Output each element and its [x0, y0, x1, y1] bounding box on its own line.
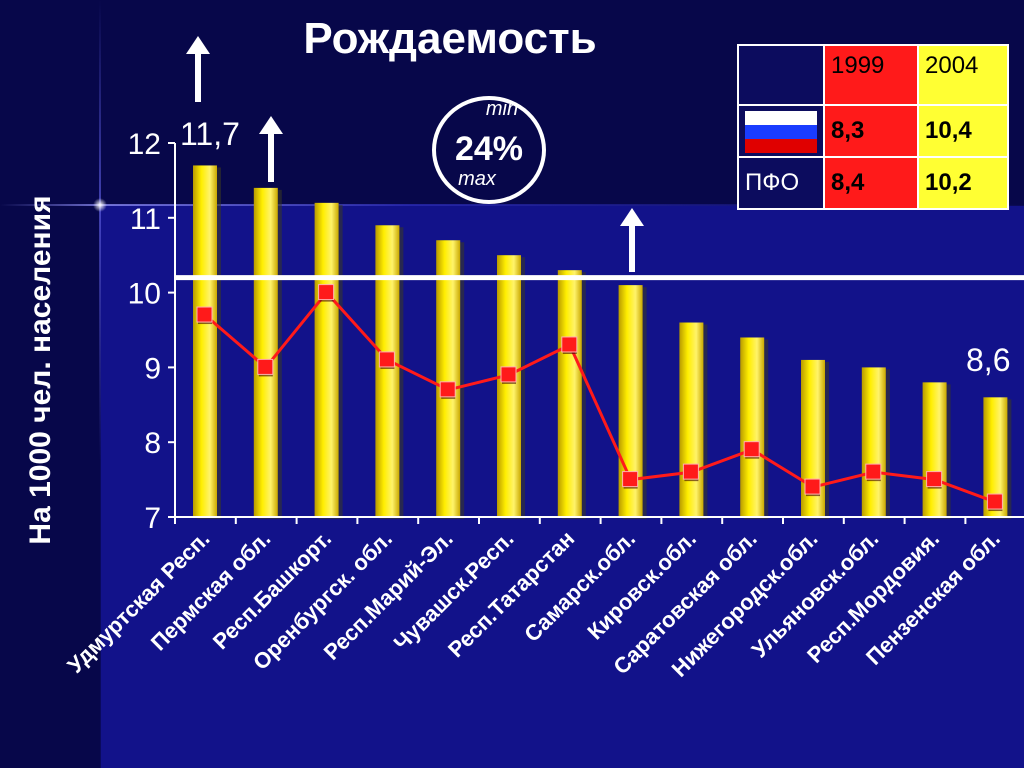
table-cell-2004: 10,4	[917, 104, 1009, 158]
sparkle-icon	[93, 198, 107, 212]
bar	[253, 187, 278, 517]
badge-max-label: max	[458, 168, 496, 190]
bar	[557, 270, 582, 517]
bar	[314, 202, 339, 517]
y-tick-label: 7	[144, 502, 161, 535]
y-tick-label: 9	[144, 352, 161, 385]
line-point	[500, 366, 517, 383]
bar	[193, 165, 217, 517]
line-point	[926, 471, 943, 488]
chart-title: Рождаемость	[303, 14, 597, 63]
y-tick-label: 8	[144, 427, 161, 460]
last-value-annotation: 8,6	[966, 342, 1011, 378]
line-point	[986, 493, 1003, 510]
bar	[375, 225, 400, 517]
line-point	[196, 306, 213, 323]
background-left-panel	[0, 0, 100, 768]
x-tick-label: Кировск.обл.	[582, 526, 701, 645]
line-point	[743, 441, 760, 458]
line-point	[682, 463, 699, 480]
up-arrow-head	[259, 116, 283, 134]
y-tick-label: 10	[128, 278, 161, 311]
table-row-label-cell	[737, 104, 825, 158]
table-header-1999: 1999	[823, 44, 919, 106]
table-cell-1999: 8,3	[823, 104, 919, 158]
bar	[740, 337, 765, 517]
bar	[861, 367, 886, 517]
bar	[436, 240, 461, 518]
table-cell-1999: 8,4	[823, 156, 919, 210]
up-arrow-head	[186, 36, 210, 54]
line-point	[804, 478, 821, 495]
bar	[922, 382, 947, 517]
badge-min-label: min	[485, 98, 519, 120]
table-row-label: ПФО	[737, 156, 825, 210]
up-arrow-icon	[620, 208, 644, 272]
comparison-table: 1999 2004 8,3 10,4 ПФО 8,4 10,2	[737, 44, 1009, 210]
bar	[497, 255, 521, 517]
y-tick-label: 11	[130, 203, 161, 236]
table-cell-2004: 10,2	[917, 156, 1009, 210]
bar	[679, 322, 704, 517]
line-point	[439, 381, 456, 398]
up-arrow-icon	[186, 36, 210, 102]
badge-percent: 24%	[454, 130, 524, 168]
line-point	[622, 471, 639, 488]
first-value-annotation: 11,7	[180, 116, 240, 152]
table-header-row: 1999 2004	[737, 44, 1009, 106]
line-point	[318, 284, 335, 301]
table-row: 8,3 10,4	[737, 104, 1009, 158]
up-arrow-head	[620, 208, 644, 226]
line-point	[865, 463, 882, 480]
russia-flag-icon	[745, 111, 817, 153]
y-tick-label: 12	[128, 128, 161, 161]
decorative-vertical-line	[99, 0, 101, 768]
series-line	[204, 290, 996, 504]
decorative-horizontal-line	[0, 204, 1024, 206]
up-arrow-icon	[259, 116, 283, 182]
line-point	[378, 351, 395, 368]
table-corner-cell	[737, 44, 825, 106]
table-row: ПФО 8,4 10,2	[737, 156, 1009, 210]
percent-badge: min 24% max	[432, 96, 546, 204]
line-point	[257, 358, 274, 375]
line-point	[561, 336, 578, 353]
table-header-2004: 2004	[917, 44, 1009, 106]
